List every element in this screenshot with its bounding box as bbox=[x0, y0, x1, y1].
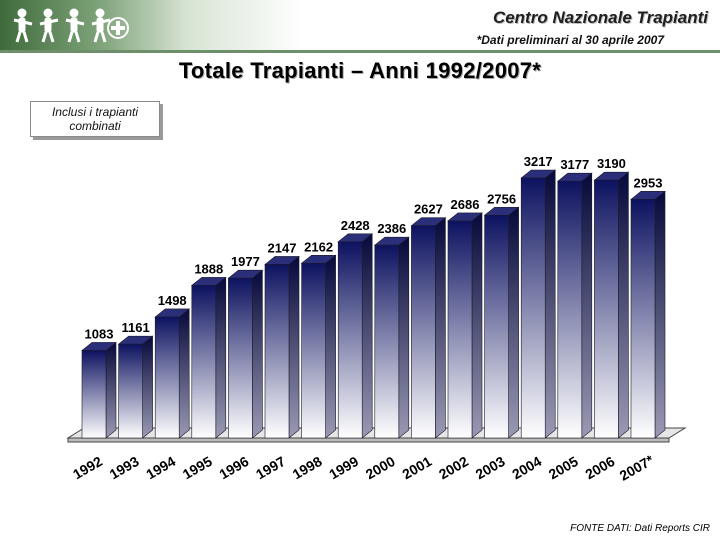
bar-value-label: 1498 bbox=[158, 293, 187, 308]
bar-side bbox=[544, 169, 556, 439]
bar-side bbox=[581, 172, 593, 439]
bar-side bbox=[215, 276, 227, 439]
x-tick-label: 2006 bbox=[582, 453, 617, 483]
bar-value-label: 2756 bbox=[487, 191, 516, 206]
bar bbox=[264, 264, 290, 439]
logo-figures-icon bbox=[13, 8, 129, 43]
bar-value-label: 3217 bbox=[524, 154, 553, 169]
bar-side bbox=[654, 190, 666, 439]
bar bbox=[557, 180, 583, 439]
bar-value-label: 3190 bbox=[597, 156, 626, 171]
x-tick-label: 2003 bbox=[473, 453, 508, 483]
bar bbox=[520, 177, 546, 439]
bar bbox=[374, 244, 400, 439]
bar bbox=[484, 214, 509, 439]
x-tick-label: 1994 bbox=[143, 453, 178, 483]
bar-value-label: 2428 bbox=[341, 218, 370, 233]
bar-side bbox=[361, 233, 373, 439]
bar bbox=[191, 285, 217, 439]
bar-side bbox=[398, 236, 410, 439]
page-title: Totale Trapianti – Anni 1992/2007* bbox=[178, 58, 542, 83]
bar-side bbox=[435, 217, 446, 439]
bar-value-label: 2147 bbox=[268, 240, 297, 255]
bar bbox=[411, 225, 436, 439]
annotation-box: Inclusi i trapianti combinati bbox=[30, 101, 160, 137]
bar-side bbox=[618, 171, 629, 439]
bar-side bbox=[471, 212, 483, 439]
x-tick-label: 1993 bbox=[107, 453, 142, 483]
x-tick-label: 1997 bbox=[253, 453, 288, 483]
bar-side bbox=[105, 341, 117, 439]
bar-value-label: 2162 bbox=[304, 239, 333, 254]
bar-value-label: 3177 bbox=[560, 157, 589, 172]
bar-side bbox=[325, 254, 336, 439]
x-tick-label: 2001 bbox=[399, 453, 434, 483]
bar-value-label: 2386 bbox=[377, 221, 406, 236]
x-tick-label: 1996 bbox=[216, 453, 251, 483]
header-divider bbox=[0, 50, 720, 53]
x-tick-label: 2000 bbox=[363, 453, 398, 483]
bar-side bbox=[288, 255, 300, 439]
bar bbox=[228, 277, 253, 439]
x-tick-label: 1998 bbox=[290, 453, 325, 483]
bar bbox=[118, 343, 143, 439]
x-tick-label: 2004 bbox=[509, 453, 544, 483]
bar-value-label: 2953 bbox=[634, 175, 663, 190]
bar bbox=[594, 179, 619, 439]
annotation-text: Inclusi i trapianti combinati bbox=[51, 105, 139, 133]
bar-side bbox=[178, 308, 190, 439]
bar bbox=[337, 241, 363, 439]
x-tick-label: 1999 bbox=[326, 453, 361, 483]
bar-side bbox=[252, 269, 263, 439]
bar-side bbox=[508, 206, 519, 439]
bar-value-label: 1083 bbox=[85, 326, 114, 341]
data-source-note: FONTE DATI: Dati Reports CIR bbox=[570, 523, 710, 534]
organization-name: Centro Nazionale Trapianti bbox=[492, 8, 708, 27]
bar bbox=[81, 350, 107, 439]
bar-value-label: 1977 bbox=[231, 254, 260, 269]
x-tick-label: 1995 bbox=[180, 453, 215, 483]
bar bbox=[301, 262, 326, 439]
bar-side bbox=[142, 335, 153, 439]
bar bbox=[154, 316, 180, 439]
bar bbox=[447, 220, 473, 439]
bar bbox=[630, 199, 656, 439]
chart-floor-edge bbox=[67, 437, 670, 443]
x-tick-label: 2005 bbox=[546, 453, 581, 483]
bar-value-label: 2627 bbox=[414, 202, 443, 217]
x-tick-label: 1992 bbox=[70, 453, 105, 483]
bar-value-label: 2686 bbox=[451, 197, 480, 212]
x-tick-label: 2007* bbox=[617, 451, 657, 483]
preliminary-data-note: *Dati preliminari al 30 aprile 2007 bbox=[476, 33, 664, 47]
x-tick-label: 2002 bbox=[436, 453, 471, 483]
bar-value-label: 1161 bbox=[121, 320, 149, 335]
bar-value-label: 1888 bbox=[194, 261, 223, 276]
